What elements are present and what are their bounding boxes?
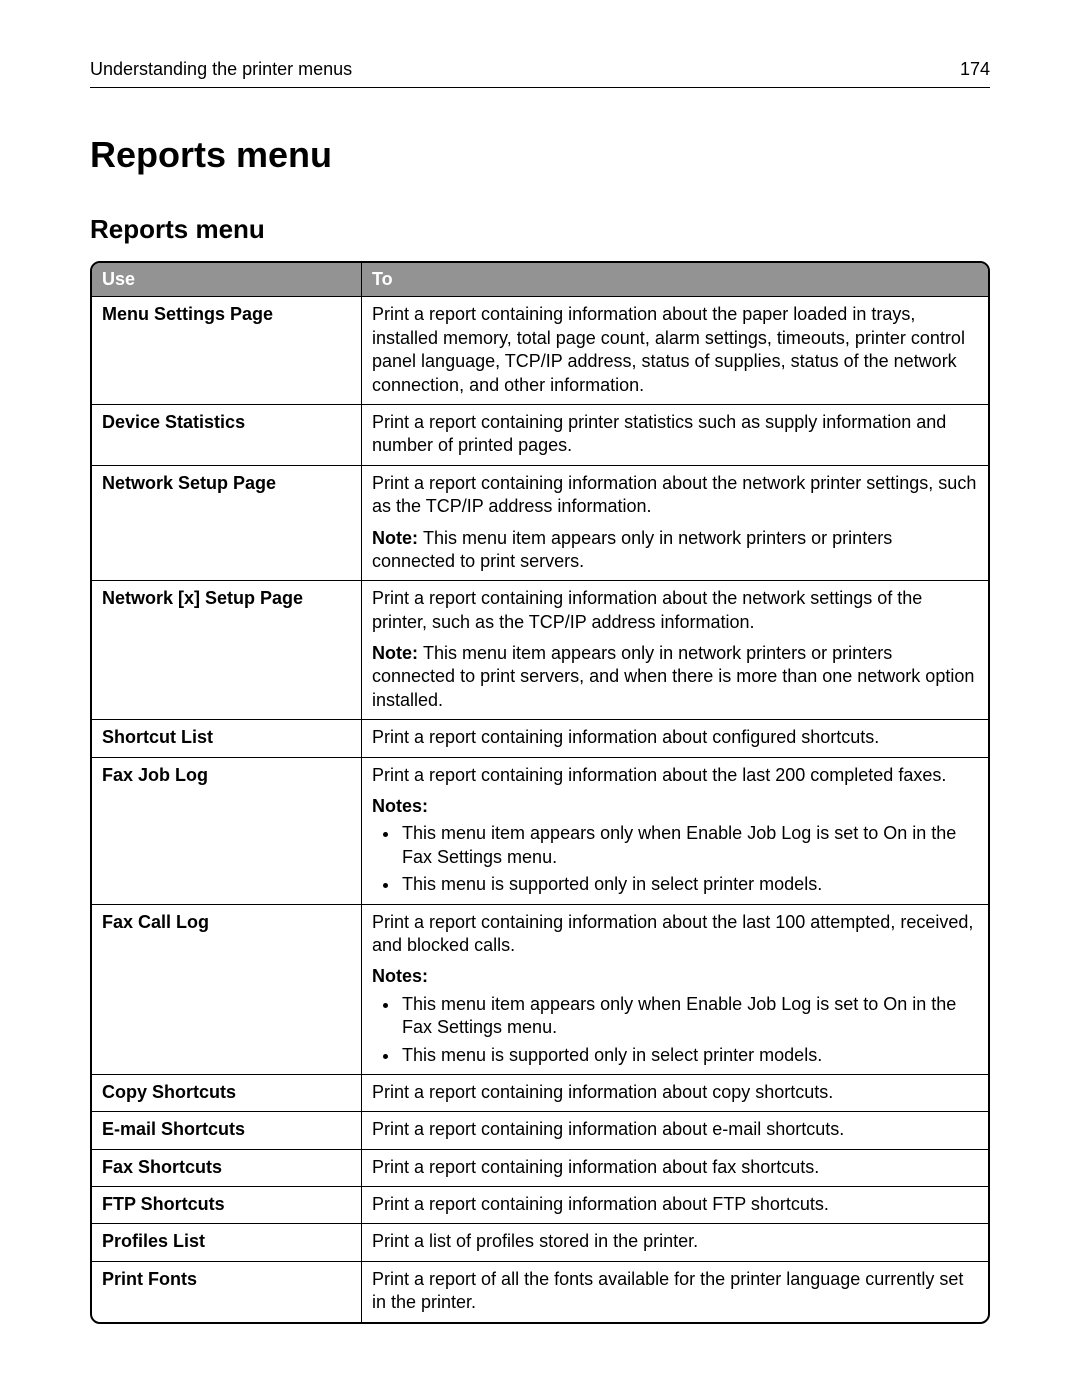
cell-use: Fax Job Log: [92, 757, 362, 904]
cell-use: Fax Shortcuts: [92, 1149, 362, 1186]
table-row: FTP Shortcuts Print a report containing i…: [92, 1186, 988, 1223]
cell-use: E-mail Shortcuts: [92, 1111, 362, 1148]
cell-to: Print a report containing information ab…: [362, 719, 988, 756]
page-title: Reports menu: [90, 132, 990, 179]
section-title: Reports menu: [90, 213, 990, 247]
notes-list-item: This menu is supported only in select pr…: [400, 873, 978, 896]
table-header-row: Use To: [92, 263, 988, 296]
table-row: Print FontsPrint a report of all the fon…: [92, 1261, 988, 1322]
cell-to: Print a report containing information ab…: [362, 580, 988, 719]
cell-use: Network Setup Page: [92, 465, 362, 581]
cell-use: Copy Shortcuts: [92, 1074, 362, 1111]
notes-list-item: This menu item appears only when Enable …: [400, 993, 978, 1040]
cell-note: Note: This menu item appears only in net…: [372, 642, 978, 712]
table-row: Fax Shortcuts Print a report containing i…: [92, 1149, 988, 1186]
cell-to-text: Print a report containing printer statis…: [372, 411, 978, 458]
cell-use: Print Fonts: [92, 1261, 362, 1322]
table-row: Network Setup PagePrint a report contain…: [92, 465, 988, 581]
notes-label: Notes:: [372, 965, 978, 988]
cell-to: Print a report containing information ab…: [362, 1149, 988, 1186]
col-header-use: Use: [92, 263, 362, 296]
cell-to: Print a report containing printer statis…: [362, 404, 988, 465]
table-row: E-mail Shortcuts Print a report containin…: [92, 1111, 988, 1148]
cell-to-text: Print a report containing information ab…: [372, 1118, 978, 1141]
reports-table: Use To Menu Settings PagePrint a report …: [90, 261, 990, 1324]
page: Understanding the printer menus 174 Repo…: [0, 0, 1080, 1324]
note-prefix: Note:: [372, 643, 423, 663]
table-row: Shortcut List Print a report containing i…: [92, 719, 988, 756]
cell-use: Shortcut List: [92, 719, 362, 756]
cell-use: Fax Call Log: [92, 904, 362, 1074]
cell-use: FTP Shortcuts: [92, 1186, 362, 1223]
notes-list-item: This menu item appears only when Enable …: [400, 822, 978, 869]
cell-to-text: Print a report containing information ab…: [372, 764, 978, 787]
cell-to: Print a report containing information ab…: [362, 465, 988, 581]
cell-to: Print a report containing information ab…: [362, 757, 988, 904]
page-number: 174: [960, 58, 990, 81]
cell-use: Network [x] Setup Page: [92, 580, 362, 719]
cell-to-text: Print a report containing information ab…: [372, 587, 978, 634]
cell-to-text: Print a report containing information ab…: [372, 1081, 978, 1104]
cell-to-text: Print a list of profiles stored in the p…: [372, 1230, 978, 1253]
cell-to-text: Print a report containing information ab…: [372, 303, 978, 397]
cell-to: Print a report containing information ab…: [362, 1111, 988, 1148]
notes-list: This menu item appears only when Enable …: [372, 822, 978, 896]
cell-to-text: Print a report containing information ab…: [372, 472, 978, 519]
notes-list: This menu item appears only when Enable …: [372, 993, 978, 1067]
cell-to: Print a report of all the fonts availabl…: [362, 1261, 988, 1322]
table-row: Network [x] Setup PagePrint a report con…: [92, 580, 988, 719]
cell-to-text: Print a report containing information ab…: [372, 726, 978, 749]
table-row: Menu Settings PagePrint a report contain…: [92, 296, 988, 404]
cell-use: Profiles List: [92, 1223, 362, 1260]
col-header-to: To: [362, 263, 988, 296]
cell-use: Menu Settings Page: [92, 296, 362, 404]
running-header-left: Understanding the printer menus: [90, 58, 352, 81]
cell-to: Print a report containing information ab…: [362, 1074, 988, 1111]
notes-label: Notes:: [372, 795, 978, 818]
cell-to-text: Print a report containing information ab…: [372, 911, 978, 958]
notes-list-item: This menu is supported only in select pr…: [400, 1044, 978, 1067]
cell-to: Print a report containing information ab…: [362, 296, 988, 404]
cell-to-text: Print a report containing information ab…: [372, 1156, 978, 1179]
cell-note: Note: This menu item appears only in net…: [372, 527, 978, 574]
table-row: Fax Job Log Print a report containing inf…: [92, 757, 988, 904]
running-header: Understanding the printer menus 174: [90, 58, 990, 88]
table-row: Device StatisticsPrint a report containi…: [92, 404, 988, 465]
cell-to-text: Print a report containing information ab…: [372, 1193, 978, 1216]
table-row: Fax Call LogPrint a report containing in…: [92, 904, 988, 1074]
cell-to: Print a report containing information ab…: [362, 904, 988, 1074]
cell-to: Print a report containing information ab…: [362, 1186, 988, 1223]
cell-use: Device Statistics: [92, 404, 362, 465]
note-prefix: Note:: [372, 528, 423, 548]
table-row: Copy Shortcuts Print a report containing …: [92, 1074, 988, 1111]
table-body: Menu Settings PagePrint a report contain…: [92, 296, 988, 1321]
table-row: Profiles List Print a list of profiles st…: [92, 1223, 988, 1260]
cell-to: Print a list of profiles stored in the p…: [362, 1223, 988, 1260]
cell-to-text: Print a report of all the fonts availabl…: [372, 1268, 978, 1315]
